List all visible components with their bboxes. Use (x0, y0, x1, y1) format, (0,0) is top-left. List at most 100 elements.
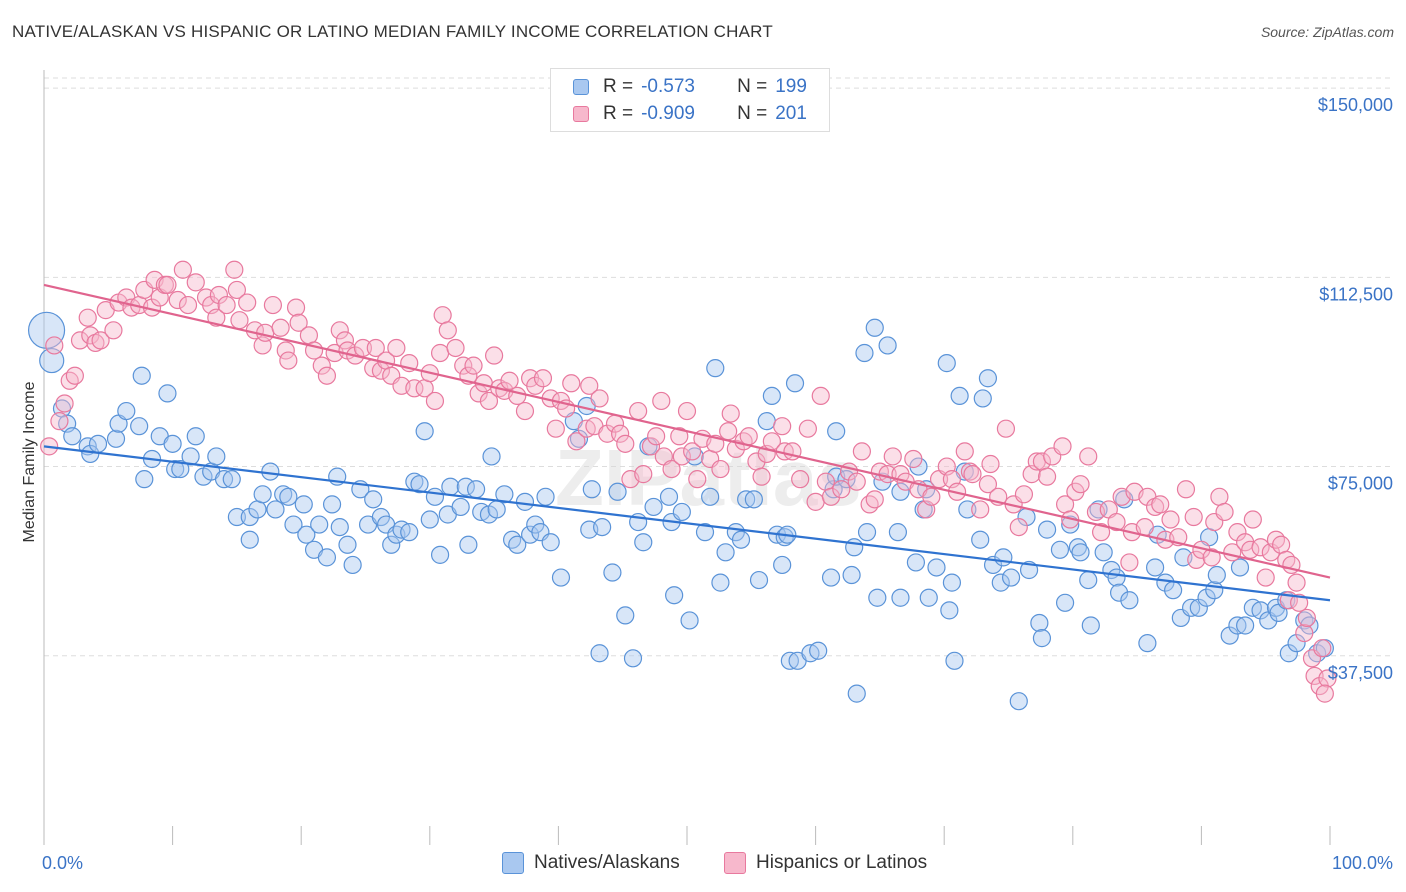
native-point (536, 487, 555, 506)
hispanic-point (1313, 639, 1332, 658)
hispanic-point (317, 366, 337, 385)
native-point (1164, 581, 1183, 600)
legend-row-natives: R = -0.573 N = 199 (573, 74, 807, 100)
native-point (1037, 520, 1057, 539)
hispanic-point (479, 391, 499, 411)
native-point (857, 523, 877, 542)
native-point (569, 429, 589, 448)
native-point (248, 500, 267, 519)
hispanic-point (904, 449, 923, 469)
hispanic-point (366, 338, 385, 358)
hispanic-point (1318, 669, 1337, 688)
hispanic-point (104, 321, 123, 340)
native-point (106, 429, 126, 448)
native-point (1230, 558, 1250, 577)
native-trend-line (43, 445, 1331, 602)
hispanic-point (647, 427, 666, 446)
hispanic-point (791, 470, 810, 489)
native-point (855, 343, 874, 363)
hispanic-point (773, 417, 792, 436)
bottom-legend-natives: Natives/Alaskans (502, 852, 680, 874)
hispanic-point (719, 422, 738, 441)
bottom-legend-label: Hispanics or Latinos (756, 852, 928, 873)
native-point (551, 568, 571, 587)
native-point (39, 347, 65, 374)
hispanic-point (922, 487, 941, 506)
native-point (711, 573, 730, 592)
hispanic-point (883, 447, 902, 466)
hispanic-point (387, 338, 406, 358)
native-point (1207, 565, 1226, 585)
hispanic-point (1091, 523, 1111, 542)
hispanic-point (1071, 475, 1090, 494)
native-point (773, 555, 792, 575)
native-point (593, 517, 612, 537)
native-point (420, 510, 439, 529)
native-point (937, 354, 956, 373)
native-point (338, 535, 357, 554)
hispanic-point (821, 487, 841, 506)
native-point (158, 384, 177, 403)
hispanic-point (508, 386, 527, 406)
hispanic-point (500, 371, 519, 390)
native-point (737, 490, 756, 509)
legend-swatch-blue (573, 79, 589, 95)
native-point (1228, 616, 1247, 635)
native-point (261, 462, 280, 481)
hispanic-point (1228, 523, 1247, 542)
hispanic-point (672, 447, 691, 466)
native-point (1032, 629, 1052, 648)
hispanic-point (405, 379, 424, 398)
hispanic-point (955, 442, 974, 461)
legend-r-label: R = (603, 76, 634, 97)
native-point (266, 500, 285, 519)
native-point (508, 535, 527, 554)
hispanic-point (1014, 485, 1034, 504)
hispanic-point (1290, 593, 1309, 612)
native-point (659, 487, 679, 506)
hispanic-point (546, 419, 565, 438)
native-point (222, 470, 241, 489)
native-point (994, 548, 1013, 567)
hispanic-point (70, 331, 90, 350)
source-label: Source: ZipAtlas.com (1260, 24, 1394, 40)
native-point (240, 530, 259, 549)
hispanic-point (634, 465, 653, 484)
native-point (1109, 583, 1129, 602)
hispanic-point (1053, 437, 1072, 456)
hispanic-point (515, 401, 535, 421)
hispanic-point (978, 475, 998, 494)
native-point (284, 515, 303, 534)
native-point (214, 470, 234, 489)
native-point (1094, 543, 1113, 562)
native-point (706, 359, 725, 378)
native-point (958, 500, 977, 519)
hispanic-point (1176, 480, 1196, 499)
native-point (1068, 538, 1088, 557)
hispanic-point (446, 338, 465, 358)
bottom-legend-swatch-pink (724, 852, 746, 874)
bottom-legend-swatch-blue (502, 852, 524, 874)
hispanic-point (1146, 497, 1165, 517)
hispanic-point (50, 412, 69, 431)
hispanic-point (279, 351, 298, 370)
native-point (716, 543, 735, 562)
hispanic-point (207, 308, 226, 327)
native-point (757, 412, 776, 431)
native-point (623, 649, 643, 668)
native-point (1205, 581, 1224, 600)
native-point (541, 533, 560, 552)
hispanic-point (567, 432, 586, 451)
hispanic-point (960, 462, 980, 481)
hispanic-point (598, 424, 617, 443)
native-point (868, 588, 887, 607)
native-point (382, 535, 401, 554)
native-point (88, 434, 108, 453)
correlation-legend: R = -0.573 N = 199 R = -0.909 N = 201 (550, 68, 830, 132)
native-point (1220, 626, 1239, 645)
hispanic-point (225, 260, 244, 279)
native-point (1009, 692, 1028, 711)
hispanic-point (1107, 512, 1126, 532)
hispanic-point (464, 356, 483, 375)
native-point (644, 497, 663, 517)
